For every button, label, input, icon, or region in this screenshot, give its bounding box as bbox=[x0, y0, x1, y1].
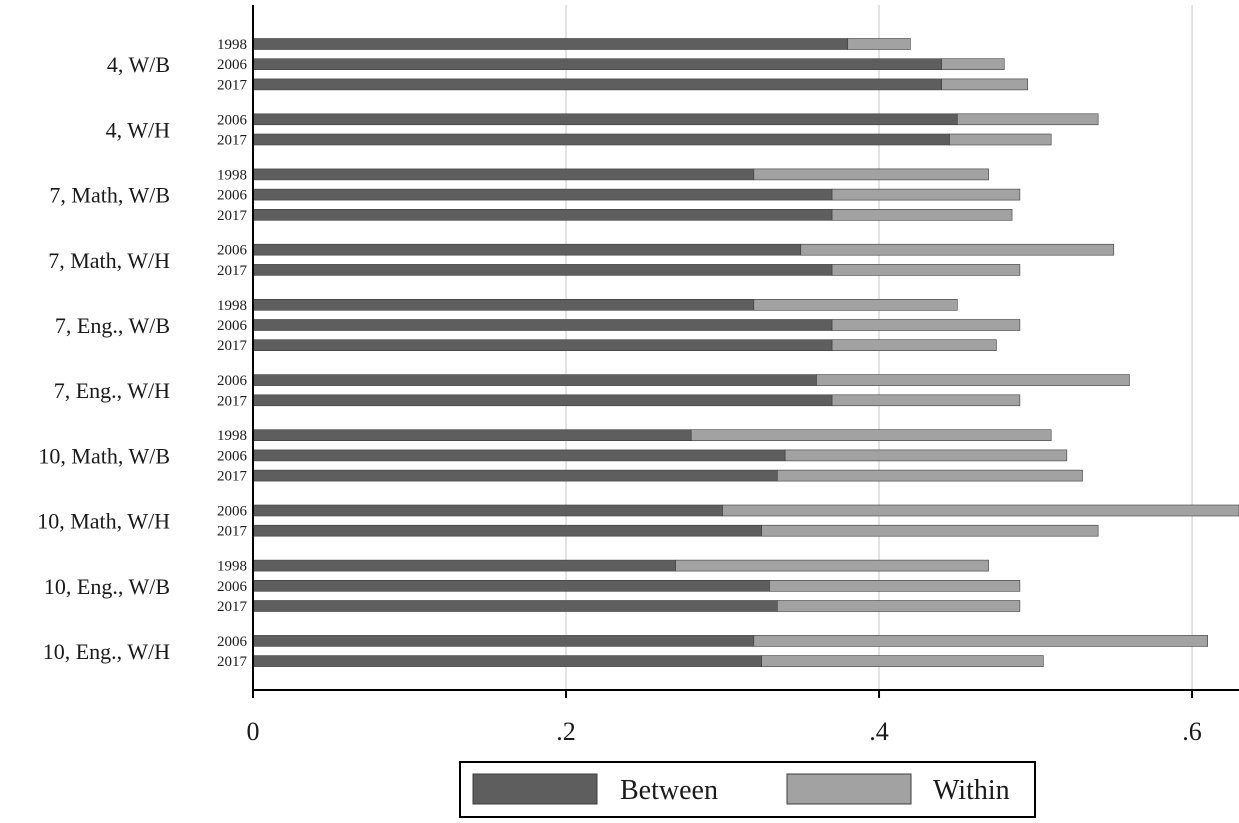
bar-between-g8-2006 bbox=[253, 580, 769, 591]
bar-between-g1-2017 bbox=[253, 134, 949, 145]
bar-between-g7-2017 bbox=[253, 525, 762, 536]
year-label-g0-2006: 2006 bbox=[217, 57, 248, 73]
bar-between-g3-2006 bbox=[253, 244, 801, 255]
bar-between-g8-1998 bbox=[253, 560, 676, 571]
legend-swatch-within bbox=[787, 774, 911, 804]
year-label-g0-2017: 2017 bbox=[217, 77, 248, 93]
legend-swatch-between bbox=[473, 774, 597, 804]
x-tick-label-3: .6 bbox=[1182, 717, 1202, 746]
bar-within-g2-2017 bbox=[832, 209, 1012, 220]
bar-within-g7-2017 bbox=[762, 525, 1098, 536]
bar-within-g6-2017 bbox=[777, 470, 1082, 481]
bar-between-g4-2006 bbox=[253, 320, 832, 331]
legend-label-between: Between bbox=[620, 775, 718, 806]
bar-between-g0-2017 bbox=[253, 79, 942, 90]
group-label-5: 7, Eng., W/H bbox=[54, 378, 170, 403]
bar-within-g5-2017 bbox=[832, 395, 1020, 406]
bar-within-g2-1998 bbox=[754, 169, 989, 180]
bar-between-g6-1998 bbox=[253, 430, 691, 441]
year-label-g2-1998: 1998 bbox=[217, 167, 247, 183]
year-label-g9-2006: 2006 bbox=[217, 634, 248, 650]
year-label-g8-2017: 2017 bbox=[217, 599, 248, 615]
bar-between-g9-2017 bbox=[253, 656, 762, 667]
year-label-g4-2006: 2006 bbox=[217, 318, 248, 334]
group-label-0: 4, W/B bbox=[107, 52, 170, 77]
year-label-g5-2017: 2017 bbox=[217, 393, 248, 409]
bar-within-g8-2017 bbox=[777, 601, 1020, 612]
group-label-4: 7, Eng., W/B bbox=[55, 313, 170, 338]
bar-within-g0-1998 bbox=[848, 39, 911, 50]
bar-between-g4-1998 bbox=[253, 299, 754, 310]
year-label-g8-2006: 2006 bbox=[217, 579, 248, 595]
year-label-g9-2017: 2017 bbox=[217, 654, 248, 670]
year-label-g0-1998: 1998 bbox=[217, 37, 247, 53]
year-label-g7-2017: 2017 bbox=[217, 524, 248, 540]
year-label-g4-1998: 1998 bbox=[217, 298, 247, 314]
year-label-g7-2006: 2006 bbox=[217, 504, 248, 520]
year-label-g4-2017: 2017 bbox=[217, 338, 248, 354]
year-label-g3-2017: 2017 bbox=[217, 263, 248, 279]
bar-within-g7-2006 bbox=[723, 505, 1239, 516]
bar-between-g8-2017 bbox=[253, 601, 777, 612]
bar-within-g8-1998 bbox=[676, 560, 989, 571]
year-label-g3-2006: 2006 bbox=[217, 243, 248, 259]
bar-between-g0-2006 bbox=[253, 59, 942, 70]
bar-within-g9-2017 bbox=[762, 656, 1044, 667]
group-label-6: 10, Math, W/B bbox=[38, 443, 170, 468]
group-label-1: 4, W/H bbox=[106, 117, 170, 142]
bar-within-g8-2006 bbox=[769, 580, 1019, 591]
year-label-g6-2017: 2017 bbox=[217, 469, 248, 485]
bar-within-g4-2006 bbox=[832, 320, 1020, 331]
bar-between-g2-2017 bbox=[253, 209, 832, 220]
bar-between-g2-2006 bbox=[253, 189, 832, 200]
bar-between-g7-2006 bbox=[253, 505, 723, 516]
x-tick-label-1: .2 bbox=[556, 717, 576, 746]
year-label-g1-2006: 2006 bbox=[217, 112, 248, 128]
bar-within-g2-2006 bbox=[832, 189, 1020, 200]
bar-between-g5-2006 bbox=[253, 375, 816, 386]
year-label-g1-2017: 2017 bbox=[217, 133, 248, 149]
bar-between-g3-2017 bbox=[253, 264, 832, 275]
year-label-g8-1998: 1998 bbox=[217, 559, 247, 575]
legend-label-within: Within bbox=[933, 775, 1010, 806]
bar-within-g4-1998 bbox=[754, 299, 957, 310]
bars bbox=[253, 39, 1239, 667]
bar-within-g0-2017 bbox=[942, 79, 1028, 90]
bar-between-g6-2006 bbox=[253, 450, 785, 461]
bar-between-g0-1998 bbox=[253, 39, 848, 50]
bar-within-g5-2006 bbox=[816, 375, 1129, 386]
bar-within-g1-2006 bbox=[957, 114, 1098, 125]
year-label-g6-2006: 2006 bbox=[217, 448, 248, 464]
x-tick-label-0: 0 bbox=[247, 717, 260, 746]
category-labels: 1998 2006 2017 4, W/B 2006 2017 4, W/H 1998 2006… bbox=[37, 37, 247, 670]
group-label-7: 10, Math, W/H bbox=[37, 509, 170, 534]
bar-between-g4-2017 bbox=[253, 340, 832, 351]
year-label-g2-2006: 2006 bbox=[217, 188, 248, 204]
group-label-2: 7, Math, W/B bbox=[49, 183, 170, 208]
bar-within-g0-2006 bbox=[942, 59, 1005, 70]
group-label-3: 7, Math, W/H bbox=[48, 248, 170, 273]
bar-between-g6-2017 bbox=[253, 470, 777, 481]
year-label-g5-2006: 2006 bbox=[217, 373, 248, 389]
bar-between-g5-2017 bbox=[253, 395, 832, 406]
x-tick-label-2: .4 bbox=[869, 717, 889, 746]
group-label-8: 10, Eng., W/B bbox=[44, 574, 170, 599]
bar-within-g6-1998 bbox=[691, 430, 1051, 441]
bar-within-g3-2006 bbox=[801, 244, 1114, 255]
bar-within-g6-2006 bbox=[785, 450, 1067, 461]
bar-within-g3-2017 bbox=[832, 264, 1020, 275]
bar-within-g4-2017 bbox=[832, 340, 996, 351]
year-label-g2-2017: 2017 bbox=[217, 208, 248, 224]
bar-between-g2-1998 bbox=[253, 169, 754, 180]
legend: Between Within bbox=[460, 762, 1035, 817]
bar-between-g9-2006 bbox=[253, 635, 754, 646]
bar-within-g9-2006 bbox=[754, 635, 1208, 646]
bar-within-g1-2017 bbox=[949, 134, 1051, 145]
bar-between-g1-2006 bbox=[253, 114, 957, 125]
year-label-g6-1998: 1998 bbox=[217, 428, 247, 444]
group-label-9: 10, Eng., W/H bbox=[43, 639, 170, 664]
